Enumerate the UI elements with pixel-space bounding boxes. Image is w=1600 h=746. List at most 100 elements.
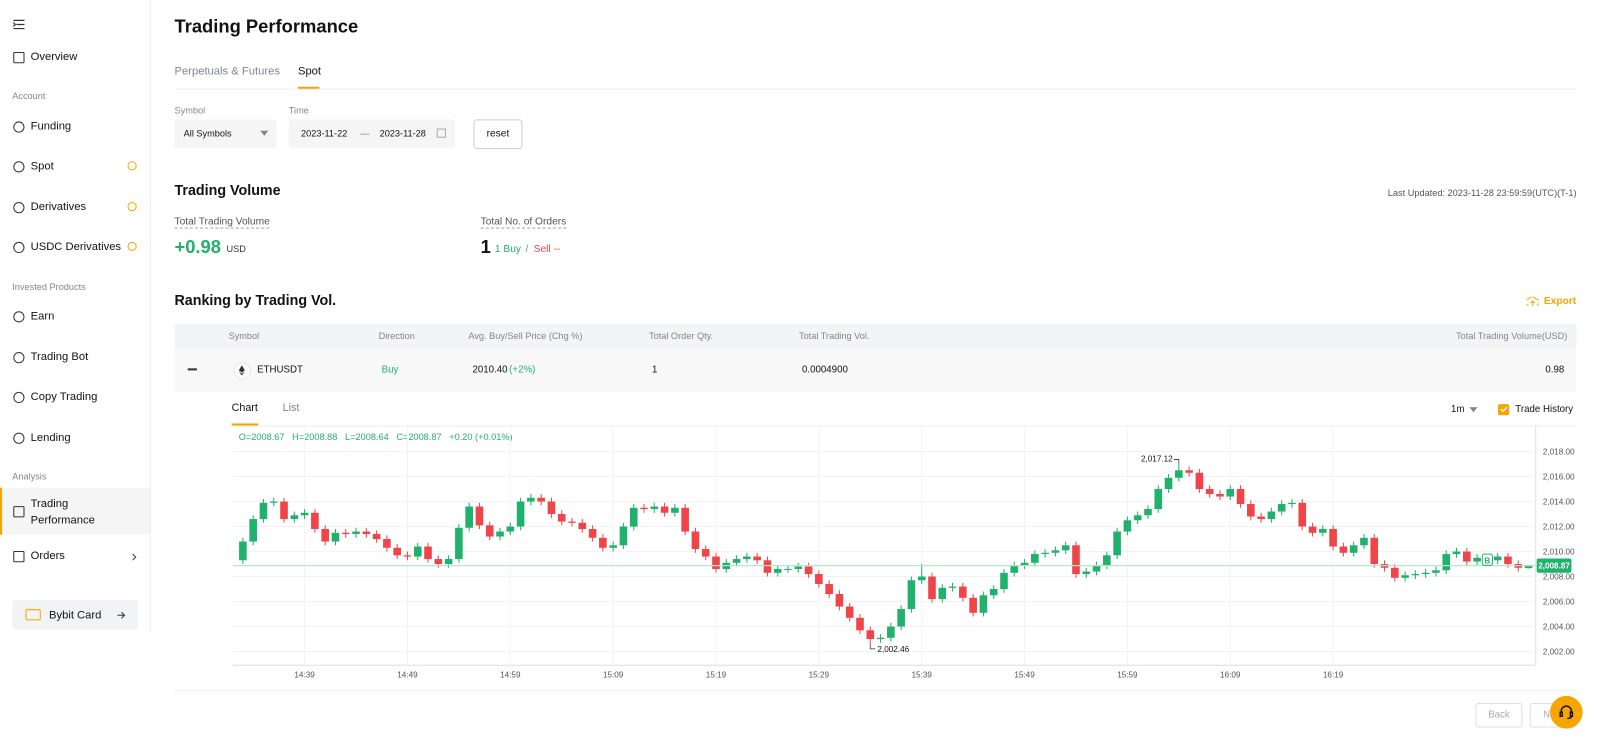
candle-body	[701, 549, 710, 557]
candle-body	[1421, 572, 1430, 575]
candle-body	[969, 597, 977, 613]
tab[interactable]: Perpetuals & Futures	[174, 65, 280, 78]
candle-body	[1267, 511, 1276, 520]
candle-body	[1144, 509, 1152, 516]
symbol-select[interactable]	[174, 119, 277, 148]
candle-body	[866, 630, 875, 640]
collapse-icon[interactable]	[187, 368, 197, 371]
nav-section: Analysis	[12, 471, 47, 482]
checkbox-label[interactable]: Trade History	[1515, 404, 1574, 416]
candle-body	[1051, 550, 1060, 553]
y-tick-label: 2,016.00	[1543, 473, 1575, 482]
last-price-label: 2,008.87	[1538, 562, 1570, 571]
candle-body	[506, 526, 515, 532]
candle-body	[794, 566, 803, 570]
menu-icon[interactable]	[13, 19, 25, 30]
select-value: All Symbols	[183, 128, 232, 139]
nav-icon	[13, 52, 25, 64]
nav-icon	[13, 352, 25, 364]
candle-body	[1103, 555, 1111, 566]
checkbox[interactable]	[1497, 404, 1510, 416]
candle-body	[1031, 554, 1039, 563]
support-button[interactable]	[1549, 695, 1583, 729]
interval-select[interactable]: 1m	[1451, 404, 1465, 416]
candle-body	[557, 514, 566, 522]
candle-body	[763, 560, 772, 573]
date-range[interactable]	[288, 119, 456, 148]
column-header: Total Trading Vol.	[798, 330, 870, 341]
candle-body	[290, 515, 299, 520]
candle-body	[1298, 502, 1307, 527]
filter-label: Symbol	[174, 105, 206, 116]
nav-icon	[13, 311, 25, 323]
nav-item[interactable]: Earn	[30, 310, 55, 323]
x-tick-label: 14:59	[500, 671, 521, 680]
candle-body	[1463, 551, 1471, 562]
ohlc-change: +0.20 (+0.01%)	[449, 431, 513, 442]
nav-item[interactable]: Trading Performance	[30, 497, 95, 527]
nav-item[interactable]: Orders	[30, 549, 65, 563]
check	[1500, 406, 1508, 413]
y-tick-label: 2,018.00	[1543, 448, 1575, 457]
nav-item[interactable]: Copy Trading	[30, 390, 98, 404]
candle-body	[660, 506, 669, 513]
tab[interactable]: List	[282, 402, 300, 415]
candle-body	[1432, 570, 1440, 573]
arrow	[117, 611, 126, 619]
candle-body	[1205, 489, 1214, 495]
column-header: Total Trading Volume(USD)	[1456, 330, 1568, 341]
candle-body	[516, 501, 525, 527]
candle-body	[681, 507, 689, 532]
candle-body	[1154, 489, 1163, 510]
candle-body	[887, 626, 895, 638]
end-date: 2023-11-28	[379, 128, 426, 139]
y-tick-label: 2,004.00	[1543, 623, 1575, 632]
candle-body	[331, 532, 340, 542]
nav-item[interactable]: Overview	[30, 51, 78, 64]
high-annotation-line	[1173, 459, 1180, 463]
x-tick-label: 15:29	[809, 671, 830, 680]
nav-item[interactable]: Funding	[30, 120, 72, 133]
tab-active[interactable]: Chart	[231, 402, 258, 415]
candle-body	[1226, 489, 1235, 497]
candle-body	[1370, 537, 1379, 565]
ohlc-legend: O=2008.67 H=2008.88 L=2008.64 C=2008.87 …	[239, 432, 513, 442]
card-label[interactable]: Bybit Card	[48, 609, 102, 622]
candle-body	[1339, 546, 1348, 553]
candle-body	[938, 587, 947, 600]
candle-body	[856, 617, 864, 631]
nav-item[interactable]: Spot	[30, 160, 54, 173]
separator: /	[525, 243, 529, 256]
table-row[interactable]	[174, 347, 1577, 392]
candle-body	[362, 531, 371, 535]
nav-item[interactable]: Lending	[30, 431, 71, 444]
card-button[interactable]	[12, 599, 138, 630]
candle-body	[383, 539, 391, 548]
candle-body	[1123, 520, 1132, 532]
cell: 0.98	[1545, 364, 1565, 376]
divider	[174, 689, 1577, 691]
nav-item[interactable]: USDC Derivatives	[30, 240, 122, 254]
candle-body	[1473, 557, 1481, 562]
unit: USD	[226, 243, 246, 255]
ohlc-close: C=2008.87	[396, 431, 442, 442]
candle-body	[269, 501, 278, 503]
cell: 0.0004900	[802, 364, 848, 376]
candle-body	[311, 512, 319, 530]
cell: (+2%)	[509, 364, 536, 376]
page-title: Trading Performance	[174, 16, 359, 37]
candle-body	[280, 501, 288, 520]
high-label: 2,017.12	[1141, 455, 1173, 464]
ohlc-low: L=2008.64	[345, 431, 389, 442]
candle-body	[537, 497, 545, 502]
section-title: Trading Volume	[174, 181, 281, 198]
nav-item[interactable]: Derivatives	[30, 201, 87, 214]
nav-item[interactable]: Trading Bot	[30, 351, 89, 364]
candle-body	[372, 534, 381, 540]
tab-active[interactable]: Spot	[297, 65, 322, 78]
back-button[interactable]: Back	[1475, 703, 1523, 728]
trade-marker-label: B	[1484, 556, 1490, 565]
nav-icon	[13, 161, 25, 173]
export-button[interactable]: Export	[1543, 295, 1577, 308]
reset-button[interactable]: reset	[473, 119, 523, 149]
